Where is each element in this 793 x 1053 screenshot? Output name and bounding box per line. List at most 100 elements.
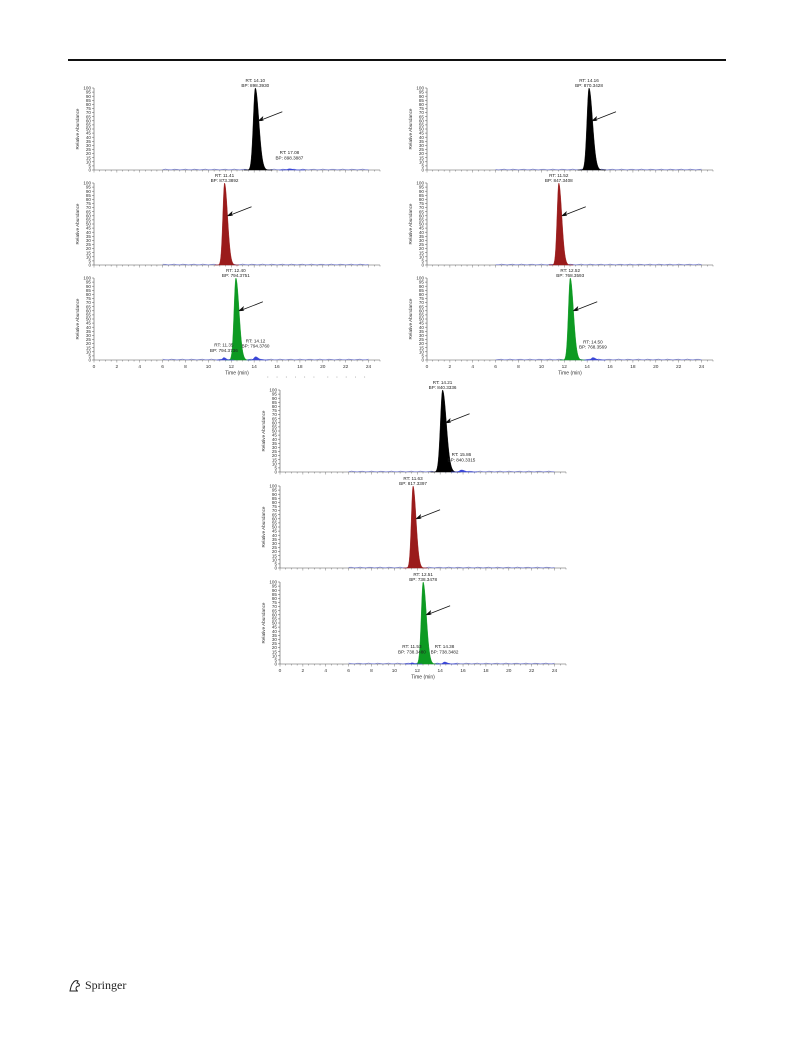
y-tick-label: 65 — [86, 304, 92, 309]
y-tick-label: 95 — [272, 584, 278, 589]
x-tick-label: 2 — [302, 668, 305, 674]
y-tick-label: 5 — [88, 354, 91, 359]
arrow-shaft — [239, 301, 264, 312]
y-tick-label: 35 — [419, 139, 425, 144]
chromatogram-B-top: 0 5 10 15 20 25 30 35 40 45 50 55 60 65 70 75 80 85 90 95 10… — [405, 76, 723, 174]
arrow-shaft — [592, 111, 617, 122]
x-tick-label: 14 — [584, 364, 590, 370]
y-tick-label: 70 — [86, 205, 92, 210]
y-tick-label: 85 — [272, 496, 278, 501]
y-tick-label: 75 — [86, 296, 92, 301]
y-tick-label: 20 — [86, 151, 92, 156]
y-tick-label: 50 — [419, 222, 425, 227]
y-tick-label: 25 — [272, 545, 278, 550]
main-peak — [559, 277, 586, 361]
y-tick-label: 65 — [419, 209, 425, 214]
y-tick-label: 100 — [83, 86, 91, 91]
y-tick-label: 95 — [419, 185, 425, 190]
y-tick-label: 85 — [419, 288, 425, 293]
y-tick-label: 65 — [419, 304, 425, 309]
y-tick-label: 30 — [419, 143, 425, 148]
y-tick-label: 0 — [88, 263, 91, 268]
arrow-head-icon — [258, 115, 264, 122]
x-tick-label: 12 — [229, 364, 235, 370]
y-axis-label: Relative Abundance — [408, 298, 413, 339]
y-tick-label: 80 — [419, 292, 425, 297]
publisher-footer: Springer — [68, 978, 126, 993]
x-tick-label: 8 — [517, 364, 520, 370]
x-tick-label: 24 — [366, 364, 372, 370]
main-peak — [403, 485, 428, 569]
y-tick-label: 5 — [421, 164, 424, 169]
x-tick-label: 0 — [93, 364, 96, 370]
y-tick-label: 0 — [421, 168, 424, 173]
y-tick-label: 15 — [272, 553, 278, 558]
arrow-head-icon — [591, 115, 598, 122]
y-tick-label: 15 — [419, 250, 425, 255]
y-tick-label: 60 — [419, 118, 425, 123]
chromatogram-A-bot: 0 5 10 15 20 25 30 35 40 45 50 55 60 65 70 75 80 85 90 95 10… — [72, 266, 390, 378]
x-tick-label: 22 — [529, 668, 535, 674]
minor-peak-label: RT: 17.08 — [280, 150, 300, 155]
x-tick-label: 4 — [138, 364, 141, 370]
y-tick-label: 50 — [272, 525, 278, 530]
y-tick-label: 90 — [419, 189, 425, 194]
y-axis-label: Relative Abundance — [261, 410, 266, 451]
y-tick-label: 50 — [272, 429, 278, 434]
peak-label: RT: 12.40 — [226, 268, 246, 273]
y-tick-label: 40 — [419, 135, 425, 140]
x-tick-label: 2 — [449, 364, 452, 370]
y-tick-label: 85 — [419, 193, 425, 198]
peak-label: BP: 870.3428 — [575, 83, 603, 88]
y-tick-label: 50 — [272, 621, 278, 626]
y-axis-label: Relative Abundance — [408, 108, 413, 149]
minor-peak — [279, 168, 305, 171]
y-tick-label: 5 — [274, 466, 277, 471]
y-tick-label: 30 — [272, 637, 278, 642]
y-tick-label: 15 — [86, 345, 92, 350]
y-tick-label: 10 — [419, 159, 425, 164]
arrow-head-icon — [573, 305, 579, 312]
y-tick-label: 55 — [272, 521, 278, 526]
y-tick-label: 70 — [86, 300, 92, 305]
y-tick-label: 30 — [86, 333, 92, 338]
y-tick-label: 40 — [419, 230, 425, 235]
peak-label: BP: 794.3751 — [222, 273, 250, 278]
y-axis-label: Relative Abundance — [75, 203, 80, 244]
peak-label: BP: 873.3892 — [211, 178, 239, 183]
chromatogram-B-top-svg: 0510152025303540455055606570758085909510… — [408, 78, 714, 173]
x-tick-label: 14 — [251, 364, 257, 370]
y-tick-label: 60 — [86, 308, 92, 313]
y-tick-label: 10 — [419, 349, 425, 354]
y-tick-label: 45 — [419, 226, 425, 231]
peak-label: RT: 11.41 — [215, 173, 235, 178]
y-tick-label: 60 — [272, 516, 278, 521]
y-axis-label: Relative Abundance — [408, 203, 413, 244]
chromatogram-B-bot-svg: 0510152025303540455055606570758085909510… — [408, 268, 714, 377]
y-tick-label: 80 — [272, 500, 278, 505]
y-tick-label: 25 — [86, 147, 92, 152]
y-tick-label: 90 — [419, 284, 425, 289]
x-tick-label: 4 — [324, 668, 327, 674]
x-tick-label: 24 — [699, 364, 705, 370]
baseline-noise — [495, 358, 702, 361]
y-tick-label: 100 — [416, 86, 424, 91]
y-tick-label: 20 — [86, 246, 92, 251]
chromatogram-A-mid: 0 5 10 15 20 25 30 35 40 45 50 55 60 65 70 75 80 85 90 95 10… — [72, 171, 390, 269]
baseline-noise — [348, 566, 555, 569]
y-tick-label: 75 — [419, 201, 425, 206]
y-tick-label: 25 — [272, 641, 278, 646]
y-tick-label: 45 — [86, 131, 92, 136]
y-tick-label: 55 — [419, 123, 425, 128]
arrow-head-icon — [227, 210, 233, 217]
page-top-rule — [68, 59, 726, 61]
minor-peak-label: RT: 14.50 — [583, 339, 603, 344]
y-tick-label: 45 — [419, 321, 425, 326]
y-tick-label: 85 — [86, 288, 92, 293]
peak-label: RT: 14.16 — [579, 78, 599, 83]
chromatogram-A-top: 0 5 10 15 20 25 30 35 40 45 50 55 60 65 70 75 80 85 90 95 10… — [72, 76, 390, 174]
arrow-shaft — [574, 301, 598, 312]
peak-label: BP: 738.3478 — [409, 577, 437, 582]
y-tick-label: 90 — [419, 94, 425, 99]
y-tick-label: 55 — [86, 218, 92, 223]
